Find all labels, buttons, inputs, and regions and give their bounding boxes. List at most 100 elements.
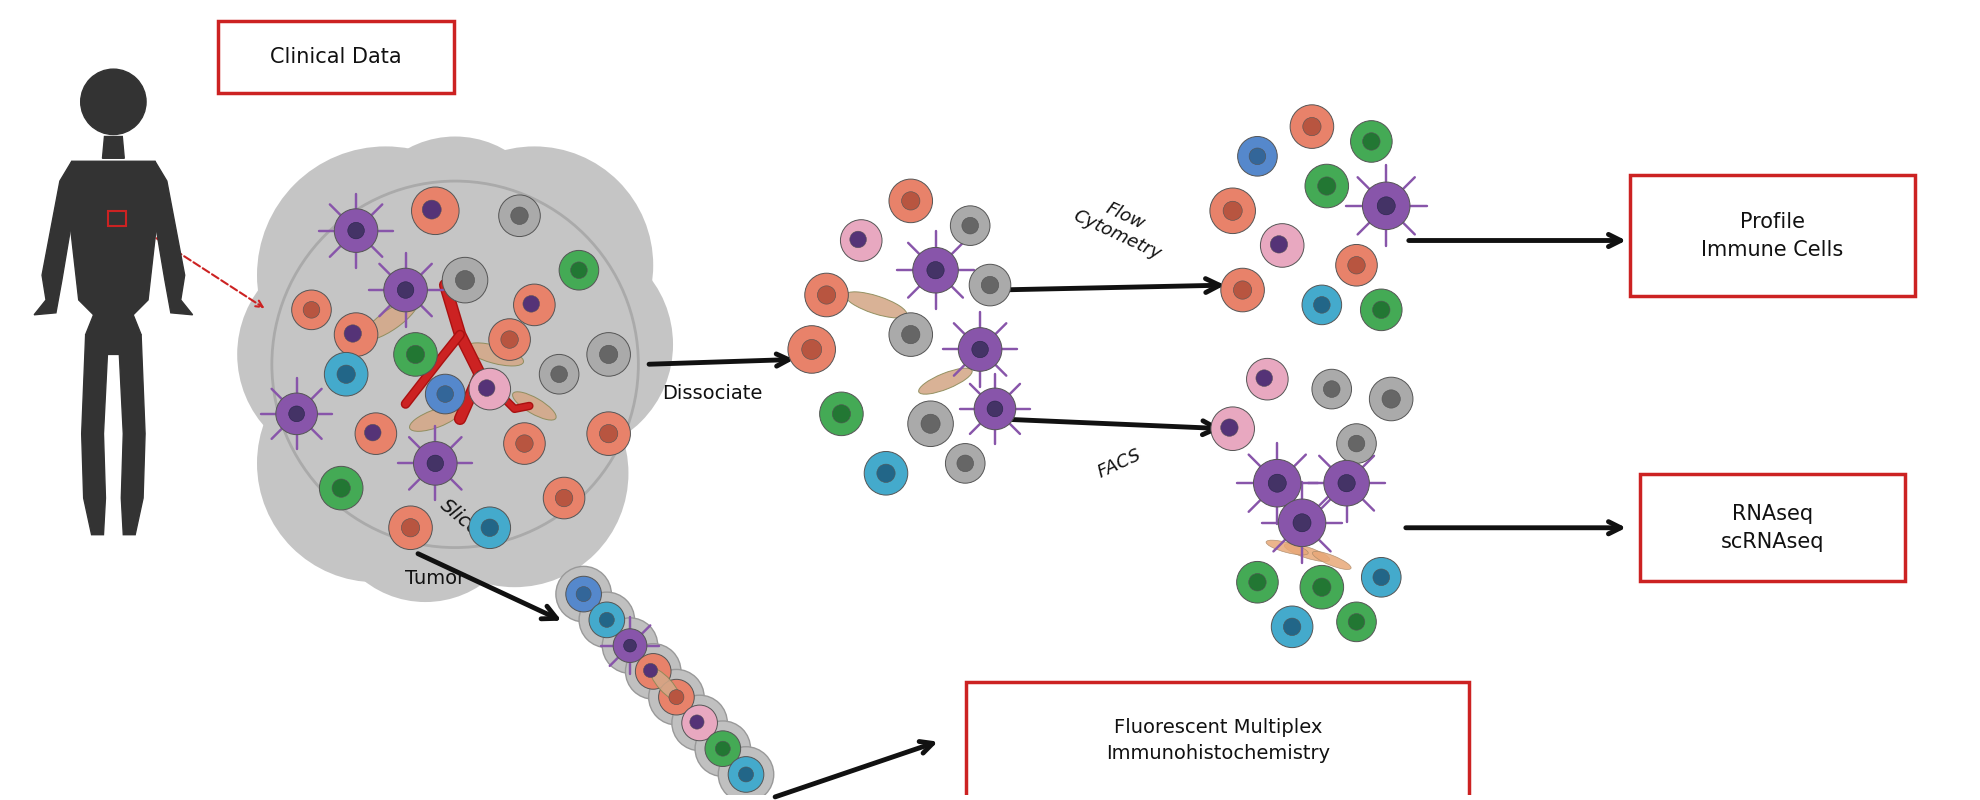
- Circle shape: [1303, 118, 1321, 136]
- Circle shape: [337, 365, 354, 383]
- Circle shape: [1271, 606, 1313, 648]
- Text: Dissociate: Dissociate: [663, 384, 762, 403]
- Circle shape: [804, 273, 847, 317]
- Circle shape: [636, 654, 671, 690]
- Circle shape: [1338, 474, 1354, 492]
- Circle shape: [550, 366, 568, 382]
- Text: FACS: FACS: [1095, 446, 1144, 482]
- Circle shape: [820, 392, 863, 436]
- Circle shape: [327, 404, 525, 602]
- Circle shape: [849, 231, 867, 248]
- Circle shape: [556, 566, 612, 622]
- Circle shape: [644, 663, 657, 678]
- Circle shape: [927, 262, 944, 279]
- Circle shape: [406, 346, 424, 363]
- Ellipse shape: [410, 406, 461, 431]
- Circle shape: [1291, 105, 1335, 148]
- Circle shape: [962, 218, 978, 234]
- Circle shape: [982, 276, 998, 294]
- Circle shape: [388, 506, 432, 550]
- Polygon shape: [85, 314, 141, 354]
- Circle shape: [729, 757, 764, 792]
- Polygon shape: [103, 137, 125, 158]
- Circle shape: [1212, 407, 1255, 450]
- Circle shape: [275, 393, 317, 434]
- Circle shape: [438, 386, 453, 402]
- Circle shape: [1301, 566, 1344, 609]
- Circle shape: [1348, 614, 1364, 630]
- Circle shape: [689, 715, 705, 729]
- Text: Clinical Data: Clinical Data: [271, 47, 402, 67]
- Circle shape: [291, 290, 331, 330]
- Circle shape: [907, 401, 952, 446]
- Circle shape: [499, 195, 541, 237]
- Circle shape: [1305, 164, 1348, 208]
- Circle shape: [1253, 459, 1301, 507]
- Circle shape: [1323, 381, 1340, 398]
- Circle shape: [913, 247, 958, 293]
- Circle shape: [1325, 461, 1370, 506]
- Ellipse shape: [649, 669, 679, 701]
- Circle shape: [889, 313, 933, 356]
- Circle shape: [602, 618, 657, 674]
- Circle shape: [1293, 514, 1311, 532]
- Circle shape: [570, 262, 588, 278]
- Circle shape: [543, 478, 584, 519]
- Circle shape: [1303, 285, 1342, 325]
- Circle shape: [394, 333, 438, 376]
- Polygon shape: [119, 334, 145, 534]
- Circle shape: [1234, 281, 1251, 299]
- Circle shape: [1360, 289, 1402, 330]
- Circle shape: [398, 282, 414, 298]
- Circle shape: [1283, 618, 1301, 635]
- Circle shape: [968, 264, 1012, 306]
- Circle shape: [319, 466, 362, 510]
- Circle shape: [1279, 499, 1327, 546]
- Circle shape: [1336, 602, 1376, 642]
- Circle shape: [1348, 257, 1366, 274]
- Circle shape: [972, 341, 988, 358]
- Text: Profile
Immune Cells: Profile Immune Cells: [1701, 211, 1843, 259]
- Circle shape: [681, 705, 717, 741]
- Circle shape: [1224, 202, 1241, 220]
- Circle shape: [303, 302, 321, 318]
- Circle shape: [944, 443, 984, 483]
- Circle shape: [523, 295, 541, 312]
- Circle shape: [513, 284, 554, 326]
- Circle shape: [1255, 370, 1273, 386]
- Circle shape: [1261, 224, 1305, 267]
- Circle shape: [921, 414, 940, 434]
- Circle shape: [669, 690, 683, 705]
- Circle shape: [501, 331, 519, 348]
- Ellipse shape: [845, 292, 907, 318]
- Circle shape: [238, 246, 455, 463]
- Circle shape: [1372, 569, 1390, 586]
- Circle shape: [335, 209, 378, 252]
- Circle shape: [956, 455, 974, 472]
- Circle shape: [624, 639, 636, 652]
- Circle shape: [1348, 435, 1364, 452]
- Circle shape: [576, 586, 592, 602]
- Circle shape: [695, 721, 750, 777]
- Circle shape: [1362, 558, 1402, 597]
- Circle shape: [257, 146, 515, 404]
- Circle shape: [715, 741, 731, 756]
- Circle shape: [426, 374, 465, 414]
- Circle shape: [384, 268, 428, 312]
- Circle shape: [1317, 177, 1336, 195]
- Circle shape: [600, 425, 618, 443]
- Circle shape: [1269, 474, 1287, 492]
- Circle shape: [511, 207, 529, 225]
- Text: Fluorescent Multiplex
Immunohistochemistry: Fluorescent Multiplex Immunohistochemist…: [1105, 718, 1331, 763]
- Circle shape: [455, 235, 673, 454]
- Polygon shape: [81, 334, 107, 534]
- Circle shape: [988, 401, 1002, 417]
- Circle shape: [416, 146, 653, 384]
- Ellipse shape: [513, 392, 556, 420]
- Circle shape: [442, 258, 487, 303]
- Circle shape: [1222, 419, 1238, 436]
- Ellipse shape: [919, 368, 972, 394]
- Ellipse shape: [1285, 543, 1331, 562]
- Circle shape: [877, 464, 895, 482]
- Circle shape: [345, 325, 362, 342]
